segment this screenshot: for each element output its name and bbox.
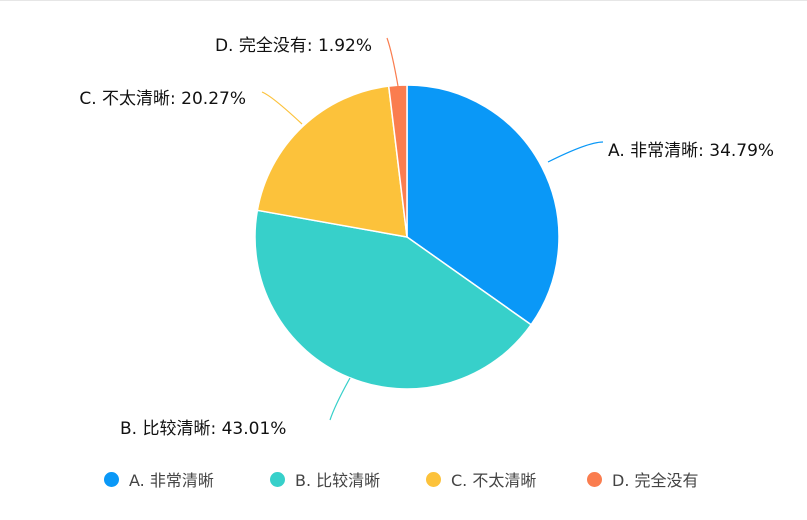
- slice-label-d: D. 完全没有: 1.92%: [215, 36, 372, 56]
- legend-item-c[interactable]: C. 不太清晰: [426, 464, 536, 494]
- legend-label-b: B. 比较清晰: [295, 471, 381, 490]
- legend-swatch-c: [426, 471, 441, 487]
- legend-swatch-a: [104, 471, 119, 487]
- legend-swatch-d: [587, 471, 602, 487]
- leader-line-b: [329, 377, 351, 421]
- legend-swatch-b: [270, 471, 285, 487]
- legend-label-d: D. 完全没有: [612, 471, 699, 490]
- slice-label-c: C. 不太清晰: 20.27%: [79, 89, 246, 109]
- pie-slice-c[interactable]: [256, 85, 408, 238]
- leader-line-a: [547, 141, 604, 163]
- legend-item-a[interactable]: A. 非常清晰: [104, 464, 214, 494]
- legend-item-b[interactable]: B. 比较清晰: [270, 464, 380, 494]
- legend-label-a: A. 非常清晰: [129, 471, 214, 490]
- pie-slice-a[interactable]: [406, 84, 560, 326]
- pie-chart: A. 非常清晰: 34.79% B. 比较清晰: 43.01% C. 不太清晰: 2…: [79, 36, 774, 439]
- legend-label-c: C. 不太清晰: [451, 471, 537, 490]
- slice-label-b: B. 比较清晰: 43.01%: [120, 419, 286, 439]
- top-divider: [0, 0, 807, 1]
- legend-item-d[interactable]: D. 完全没有: [587, 464, 699, 494]
- pie-slice-b[interactable]: [254, 209, 533, 390]
- slice-label-a: A. 非常清晰: 34.79%: [608, 141, 774, 161]
- chart-legend: A. 非常清晰 B. 比较清晰 C. 不太清晰 D. 完全没有: [0, 464, 807, 494]
- leader-line-c: [261, 91, 303, 125]
- leader-line-d: [386, 37, 399, 87]
